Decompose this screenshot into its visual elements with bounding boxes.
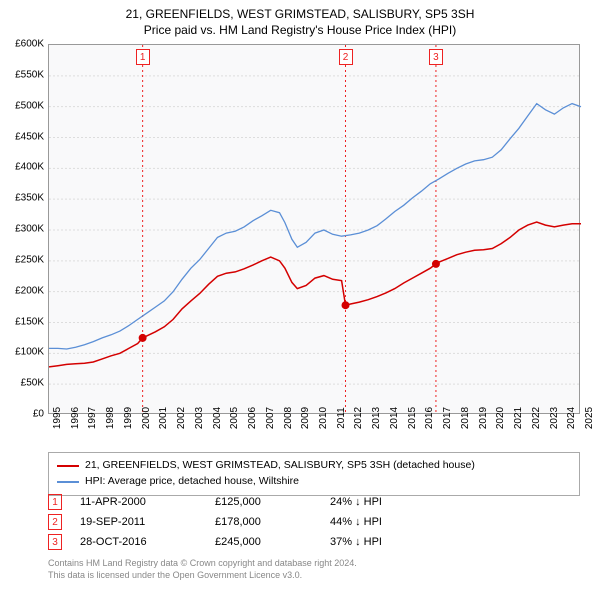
transaction-row: 2 19-SEP-2011£178,00044% ↓ HPI xyxy=(48,514,580,530)
y-tick-label: £50K xyxy=(21,378,44,389)
x-tick-label: 2018 xyxy=(460,407,471,429)
x-tick-label: 2005 xyxy=(229,407,240,429)
x-tick-label: 2016 xyxy=(424,407,435,429)
y-tick-label: £500K xyxy=(15,100,44,111)
legend-label-property: 21, GREENFIELDS, WEST GRIMSTEAD, SALISBU… xyxy=(85,458,475,474)
x-tick-label: 2003 xyxy=(194,407,205,429)
y-tick-label: £350K xyxy=(15,193,44,204)
attribution: Contains HM Land Registry data © Crown c… xyxy=(48,558,580,581)
x-tick-label: 2014 xyxy=(389,407,400,429)
x-tick-label: 2025 xyxy=(584,407,595,429)
x-tick-label: 2023 xyxy=(549,407,560,429)
x-tick-label: 2008 xyxy=(283,407,294,429)
legend-label-hpi: HPI: Average price, detached house, Wilt… xyxy=(85,474,299,490)
chart-svg xyxy=(49,45,579,413)
transaction-number-box: 2 xyxy=(48,514,62,530)
attribution-line2: This data is licensed under the Open Gov… xyxy=(48,570,580,582)
x-tick-label: 2019 xyxy=(478,407,489,429)
transaction-price: £125,000 xyxy=(215,496,330,508)
transaction-price: £245,000 xyxy=(215,536,330,548)
x-tick-label: 2007 xyxy=(265,407,276,429)
transaction-number-box: 1 xyxy=(48,494,62,510)
y-tick-label: £100K xyxy=(15,347,44,358)
chart-plot-area: 1 2 3 xyxy=(48,44,580,414)
x-tick-label: 2020 xyxy=(495,407,506,429)
legend-row-property: 21, GREENFIELDS, WEST GRIMSTEAD, SALISBU… xyxy=(57,458,571,474)
x-tick-label: 2017 xyxy=(442,407,453,429)
y-tick-label: £600K xyxy=(15,39,44,50)
chart-marker-1: 1 xyxy=(136,49,150,65)
x-axis: 1995199619971998199920002001200220032004… xyxy=(48,414,580,448)
transaction-price: £178,000 xyxy=(215,516,330,528)
chart-marker-3: 3 xyxy=(429,49,443,65)
x-tick-label: 2004 xyxy=(212,407,223,429)
y-tick-label: £250K xyxy=(15,254,44,265)
legend-swatch-hpi xyxy=(57,481,79,483)
y-tick-label: £0 xyxy=(33,409,44,420)
transaction-row: 3 28-OCT-2016£245,00037% ↓ HPI xyxy=(48,534,580,550)
y-tick-label: £150K xyxy=(15,316,44,327)
legend-row-hpi: HPI: Average price, detached house, Wilt… xyxy=(57,474,571,490)
x-tick-label: 1998 xyxy=(105,407,116,429)
transaction-diff: 24% ↓ HPI xyxy=(330,496,382,508)
chart-marker-2: 2 xyxy=(339,49,353,65)
transaction-diff: 37% ↓ HPI xyxy=(330,536,382,548)
x-tick-label: 1999 xyxy=(123,407,134,429)
x-tick-label: 2021 xyxy=(513,407,524,429)
x-tick-label: 2001 xyxy=(158,407,169,429)
x-tick-label: 2015 xyxy=(407,407,418,429)
x-tick-label: 2011 xyxy=(336,407,347,429)
transaction-number-box: 3 xyxy=(48,534,62,550)
transaction-row: 1 11-APR-2000£125,00024% ↓ HPI xyxy=(48,494,580,510)
x-tick-label: 2009 xyxy=(300,407,311,429)
attribution-line1: Contains HM Land Registry data © Crown c… xyxy=(48,558,580,570)
title-address: 21, GREENFIELDS, WEST GRIMSTEAD, SALISBU… xyxy=(0,6,600,22)
y-tick-label: £550K xyxy=(15,69,44,80)
x-tick-label: 1997 xyxy=(87,407,98,429)
x-tick-label: 2022 xyxy=(531,407,542,429)
legend: 21, GREENFIELDS, WEST GRIMSTEAD, SALISBU… xyxy=(48,452,580,496)
x-tick-label: 2010 xyxy=(318,407,329,429)
transaction-date: 11-APR-2000 xyxy=(80,496,215,508)
title-subtitle: Price paid vs. HM Land Registry's House … xyxy=(0,22,600,38)
transaction-diff: 44% ↓ HPI xyxy=(330,516,382,528)
x-tick-label: 2024 xyxy=(566,407,577,429)
y-tick-label: £450K xyxy=(15,131,44,142)
y-tick-label: £300K xyxy=(15,224,44,235)
legend-swatch-property xyxy=(57,465,79,467)
transactions-table: 1 11-APR-2000£125,00024% ↓ HPI 2 19-SEP-201… xyxy=(48,494,580,554)
y-tick-label: £200K xyxy=(15,285,44,296)
x-tick-label: 2012 xyxy=(353,407,364,429)
x-tick-label: 2013 xyxy=(371,407,382,429)
x-tick-label: 2000 xyxy=(141,407,152,429)
y-axis: £0£50K£100K£150K£200K£250K£300K£350K£400… xyxy=(0,44,46,414)
y-tick-label: £400K xyxy=(15,162,44,173)
x-tick-label: 1995 xyxy=(52,407,63,429)
x-tick-label: 1996 xyxy=(70,407,81,429)
x-tick-label: 2002 xyxy=(176,407,187,429)
transaction-date: 28-OCT-2016 xyxy=(80,536,215,548)
transaction-date: 19-SEP-2011 xyxy=(80,516,215,528)
chart-titles: 21, GREENFIELDS, WEST GRIMSTEAD, SALISBU… xyxy=(0,0,600,38)
x-tick-label: 2006 xyxy=(247,407,258,429)
